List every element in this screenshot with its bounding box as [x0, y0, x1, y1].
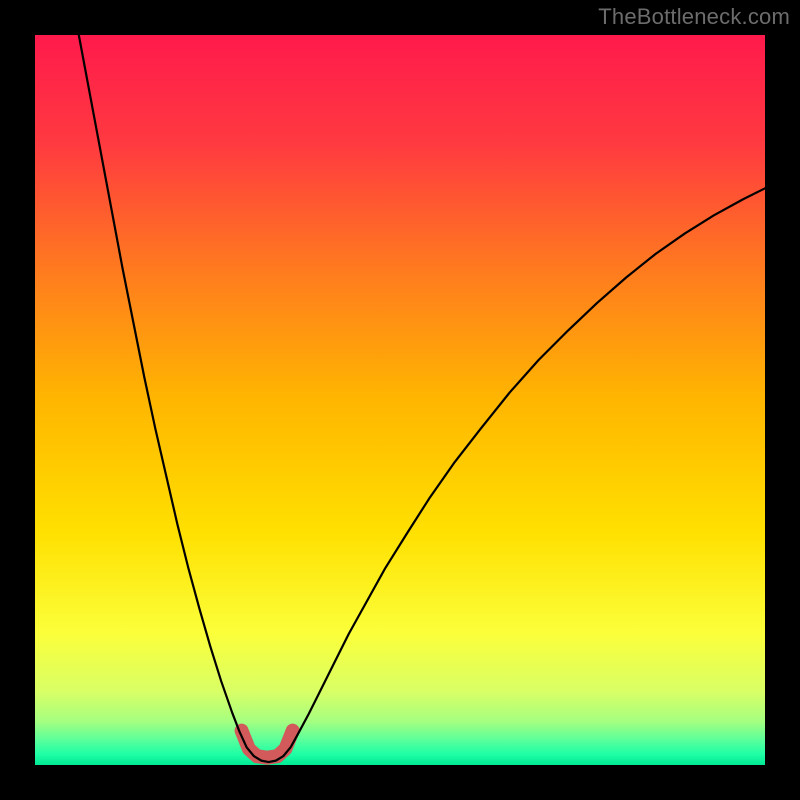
watermark-text: TheBottleneck.com — [598, 4, 790, 30]
plot-background — [35, 35, 765, 765]
chart-svg — [0, 0, 800, 800]
chart-stage: TheBottleneck.com — [0, 0, 800, 800]
